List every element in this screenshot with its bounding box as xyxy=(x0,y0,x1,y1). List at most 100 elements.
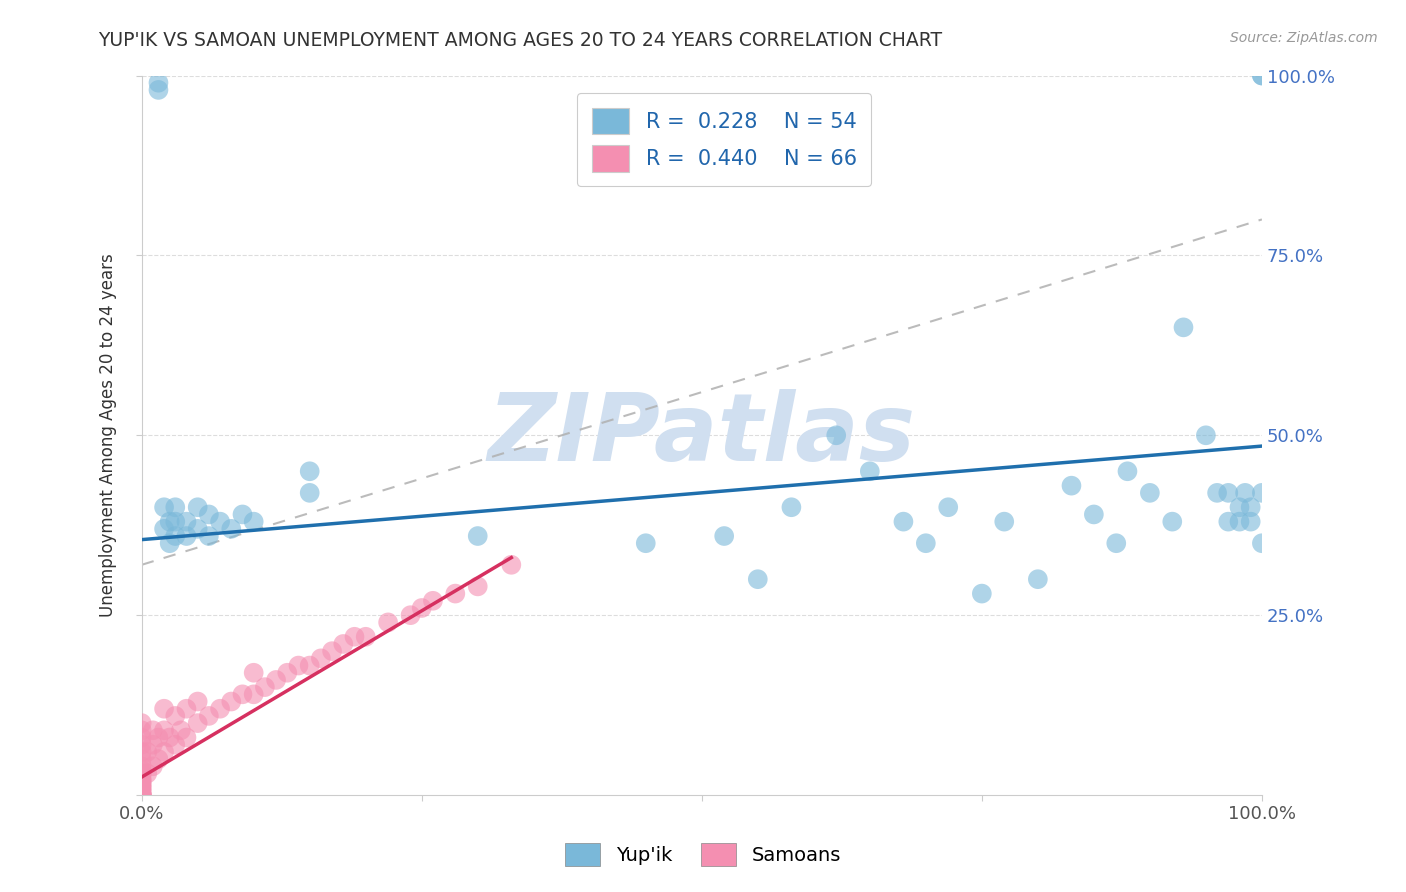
Point xyxy=(198,529,221,543)
Point xyxy=(298,486,321,500)
Point xyxy=(131,784,153,798)
Point xyxy=(747,572,769,586)
Point xyxy=(131,723,153,738)
Point xyxy=(354,630,377,644)
Point xyxy=(131,788,153,802)
Point xyxy=(231,508,253,522)
Point xyxy=(1251,536,1274,550)
Point xyxy=(153,522,176,536)
Point xyxy=(148,83,170,97)
Point xyxy=(131,788,153,802)
Text: Source: ZipAtlas.com: Source: ZipAtlas.com xyxy=(1230,31,1378,45)
Point xyxy=(444,586,467,600)
Point xyxy=(914,536,936,550)
Point xyxy=(165,709,187,723)
Point xyxy=(1105,536,1128,550)
Point xyxy=(1026,572,1049,586)
Point xyxy=(1195,428,1218,442)
Point xyxy=(377,615,399,630)
Point xyxy=(136,745,159,759)
Point xyxy=(993,515,1015,529)
Point xyxy=(253,680,276,694)
Point xyxy=(1116,464,1139,478)
Point xyxy=(131,788,153,802)
Point xyxy=(422,594,444,608)
Point xyxy=(136,766,159,780)
Point xyxy=(131,773,153,788)
Point xyxy=(153,723,176,738)
Point xyxy=(1229,515,1251,529)
Point xyxy=(131,745,153,759)
Point xyxy=(1234,486,1257,500)
Point xyxy=(159,731,181,745)
Point xyxy=(165,738,187,752)
Point xyxy=(187,522,209,536)
Point xyxy=(142,723,165,738)
Point xyxy=(148,752,170,766)
Point xyxy=(713,529,735,543)
Point xyxy=(153,702,176,716)
Point xyxy=(332,637,354,651)
Point xyxy=(1240,515,1263,529)
Point xyxy=(1060,478,1083,492)
Point xyxy=(198,508,221,522)
Point xyxy=(501,558,523,572)
Point xyxy=(634,536,657,550)
Point xyxy=(1173,320,1195,334)
Legend: Yup'ik, Samoans: Yup'ik, Samoans xyxy=(557,835,849,873)
Point xyxy=(321,644,343,658)
Point xyxy=(131,766,153,780)
Text: YUP'IK VS SAMOAN UNEMPLOYMENT AMONG AGES 20 TO 24 YEARS CORRELATION CHART: YUP'IK VS SAMOAN UNEMPLOYMENT AMONG AGES… xyxy=(98,31,942,50)
Point xyxy=(936,500,959,515)
Point xyxy=(1161,515,1184,529)
Point xyxy=(165,515,187,529)
Point xyxy=(131,788,153,802)
Point xyxy=(148,76,170,90)
Point xyxy=(176,702,198,716)
Point xyxy=(893,515,915,529)
Y-axis label: Unemployment Among Ages 20 to 24 years: Unemployment Among Ages 20 to 24 years xyxy=(100,253,117,617)
Point xyxy=(198,709,221,723)
Point xyxy=(142,738,165,752)
Point xyxy=(1229,500,1251,515)
Point xyxy=(131,777,153,791)
Text: ZIPatlas: ZIPatlas xyxy=(488,389,915,482)
Point xyxy=(159,515,181,529)
Point xyxy=(309,651,332,665)
Point xyxy=(298,658,321,673)
Point xyxy=(131,731,153,745)
Point xyxy=(131,752,153,766)
Point xyxy=(219,522,242,536)
Point xyxy=(399,608,422,623)
Point xyxy=(187,716,209,731)
Point xyxy=(1240,500,1263,515)
Point xyxy=(131,738,153,752)
Point xyxy=(231,687,253,701)
Point xyxy=(287,658,309,673)
Point xyxy=(148,731,170,745)
Point xyxy=(1251,69,1274,83)
Point xyxy=(970,586,993,600)
Point xyxy=(242,515,264,529)
Point xyxy=(131,770,153,784)
Point xyxy=(242,687,264,701)
Point xyxy=(131,784,153,798)
Point xyxy=(131,777,153,791)
Point xyxy=(165,500,187,515)
Point xyxy=(187,694,209,708)
Point xyxy=(1083,508,1105,522)
Point xyxy=(1206,486,1229,500)
Point xyxy=(343,630,366,644)
Point xyxy=(176,515,198,529)
Point xyxy=(411,601,433,615)
Point xyxy=(131,766,153,780)
Point xyxy=(298,464,321,478)
Point xyxy=(131,780,153,795)
Point xyxy=(131,759,153,773)
Point xyxy=(780,500,803,515)
Point xyxy=(467,579,489,593)
Point xyxy=(131,773,153,788)
Point xyxy=(176,529,198,543)
Point xyxy=(142,759,165,773)
Point xyxy=(209,515,232,529)
